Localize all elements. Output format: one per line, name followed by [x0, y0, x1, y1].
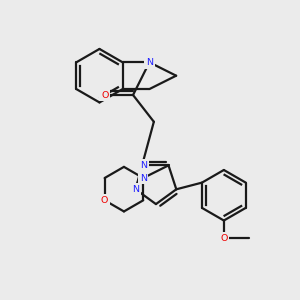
- Text: O: O: [220, 234, 227, 243]
- Text: N: N: [140, 161, 147, 170]
- Text: O: O: [101, 91, 109, 100]
- Text: N: N: [132, 185, 139, 194]
- Text: N: N: [146, 58, 153, 67]
- Text: O: O: [101, 196, 108, 205]
- Text: N: N: [140, 173, 147, 182]
